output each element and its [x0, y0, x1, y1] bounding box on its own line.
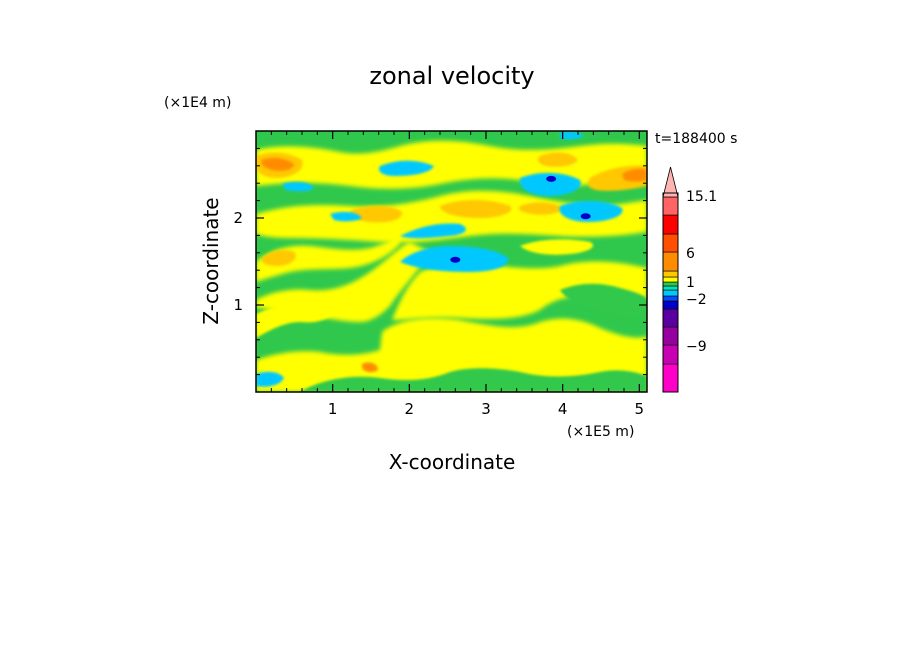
contour-region: [282, 181, 314, 192]
x-tick-label: 4: [558, 400, 568, 418]
contour-region: [622, 168, 647, 182]
contour-region: [330, 211, 362, 222]
contour-region: [256, 242, 430, 322]
contour-region: [349, 205, 403, 223]
x-axis-title: X-coordinate: [389, 450, 516, 474]
axes: 1 2 3 4 5 1 2: [233, 131, 647, 418]
colorbar-extension: [662, 166, 679, 198]
x-tick-label: 2: [405, 400, 415, 418]
x-tick-label: 3: [481, 400, 491, 418]
colorbar-bin: [662, 295, 679, 302]
colorbar-bin: [662, 270, 679, 278]
contour-region: [256, 371, 284, 387]
colorbar-bin: [662, 308, 679, 328]
contour-region: [300, 368, 647, 392]
velocity-minimum: [450, 256, 461, 263]
contour-region: [518, 202, 562, 215]
colorbar-label: 1: [686, 275, 695, 291]
contour-region: [378, 160, 434, 176]
contour-region: [256, 318, 647, 392]
colorbar: 15.1 6 1−2 −9: [662, 166, 717, 393]
colorbar-bin: [662, 214, 679, 235]
colorbar-label: 15.1: [686, 189, 717, 205]
chart-title: zonal velocity: [369, 62, 534, 90]
contour-region: [392, 261, 647, 320]
y-axis-title: Z-coordinate: [199, 197, 223, 324]
colorbar-label: 6: [686, 246, 695, 262]
colorbar-bin: [662, 326, 679, 346]
time-label: t=188400 s: [655, 131, 737, 147]
plot-frame: [255, 130, 648, 393]
y-tick-label: 1: [233, 296, 243, 314]
x-unit-label: (×1E5 m): [567, 424, 634, 440]
contour-region: [256, 232, 400, 282]
colorbar-label: −2: [686, 292, 707, 308]
colorbar-bin: [662, 344, 679, 365]
contour-region: [261, 250, 296, 266]
contour-region: [559, 200, 623, 222]
contour-region: [560, 283, 647, 317]
contour-region: [400, 223, 466, 239]
colorbar-bin: [662, 285, 679, 291]
colorbar-bin: [662, 281, 679, 287]
colorbar-bin: [662, 363, 679, 393]
contour-region: [261, 157, 294, 171]
y-tick-label: 2: [233, 209, 243, 227]
colorbar-bin: [662, 289, 679, 297]
contour-region: [519, 172, 581, 196]
colorbar-bin: [662, 300, 679, 310]
y-unit-label: (×1E4 m): [164, 95, 231, 111]
velocity-minimum: [546, 175, 557, 182]
x-tick-label: 1: [328, 400, 338, 418]
contour-region: [520, 239, 594, 255]
colorbar-label: −9: [686, 339, 707, 355]
contour-region: [538, 152, 578, 167]
colorbar-bin: [662, 276, 679, 283]
velocity-minimum: [580, 213, 591, 220]
colorbar-bin: [662, 233, 679, 253]
x-tick-label: 5: [635, 400, 645, 418]
contour-region: [440, 200, 512, 218]
colorbar-bin: [662, 251, 679, 272]
velocity-minima: [450, 175, 591, 263]
colorbar-frame: [662, 192, 679, 393]
colorbar-bin: [662, 196, 679, 216]
contour-region: [362, 362, 378, 373]
